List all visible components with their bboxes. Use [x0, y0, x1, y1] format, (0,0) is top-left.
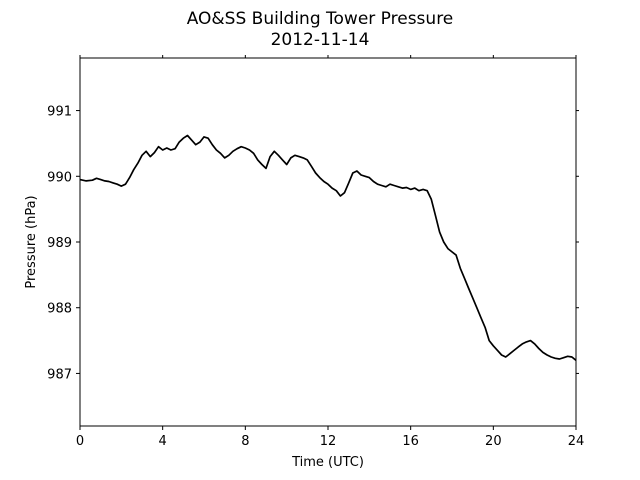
x-tick-label: 16 [402, 434, 419, 449]
x-tick-label: 4 [159, 434, 167, 449]
y-tick-label: 990 [47, 170, 72, 185]
x-tick-label: 0 [76, 434, 84, 449]
chart-title: AO&SS Building Tower Pressure [187, 9, 454, 29]
x-tick-label: 12 [320, 434, 337, 449]
y-axis-ticks: 987 988 989 990 991 [47, 105, 579, 382]
plot-area: 0 4 8 12 16 20 24 987 988 989 990 991 [47, 55, 584, 449]
x-tick-label: 24 [568, 434, 585, 449]
series-line-pressure [79, 134, 577, 361]
y-tick-label: 989 [47, 236, 72, 251]
plot-background [80, 58, 576, 426]
chart-subtitle: 2012-11-14 [271, 30, 370, 50]
y-tick-label: 987 [47, 367, 72, 382]
x-tick-label: 20 [485, 434, 502, 449]
y-axis-label: Pressure (hPa) [24, 195, 39, 288]
x-tick-label: 8 [241, 434, 249, 449]
y-tick-label: 988 [47, 302, 72, 317]
y-tick-label: 991 [47, 105, 72, 120]
x-axis-label: Time (UTC) [291, 455, 364, 470]
x-axis-ticks: 0 4 8 12 16 20 24 [76, 55, 584, 449]
